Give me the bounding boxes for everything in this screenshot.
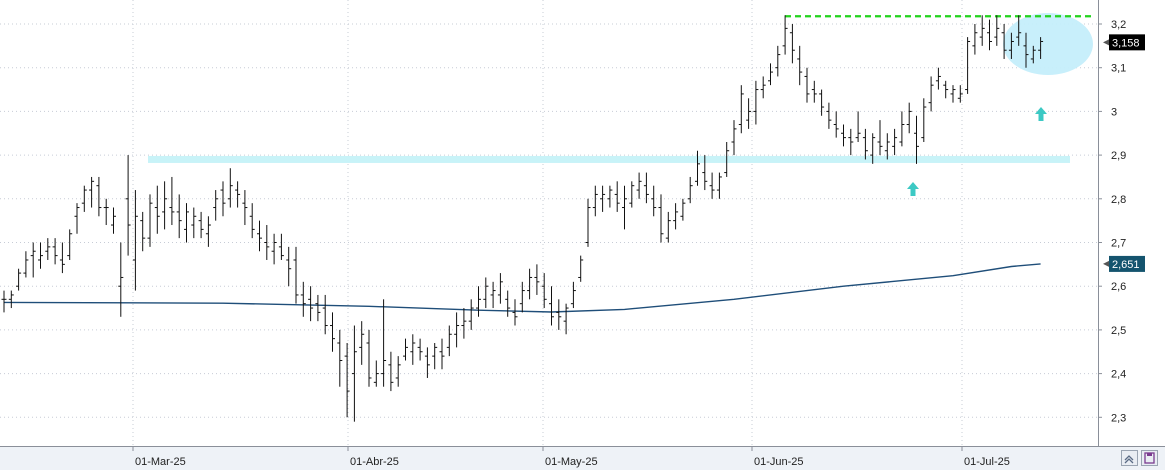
- highlight-ellipse: [1003, 13, 1093, 75]
- y-tick-label: 2,6: [1111, 281, 1126, 293]
- y-axis-panel: [1098, 0, 1165, 446]
- y-tick-label: 2,9: [1111, 150, 1126, 162]
- y-tick-label: 3,2: [1111, 19, 1126, 31]
- ma-price-tag-pointer: [1103, 260, 1109, 267]
- double-chevron-icon[interactable]: [1121, 450, 1138, 466]
- y-tick-label: 3,1: [1111, 63, 1126, 75]
- last-price-tag-pointer: [1103, 39, 1109, 46]
- up-arrow-icon: [907, 182, 919, 196]
- moving-average-line: [3, 263, 1041, 313]
- x-axis-panel: [0, 446, 1165, 470]
- up-arrow-icon: [1035, 107, 1047, 121]
- save-icon[interactable]: [1141, 450, 1158, 466]
- ma-price-tag: [1109, 255, 1145, 272]
- last-price-tag: [1109, 34, 1145, 51]
- support-band: [148, 155, 1070, 163]
- y-tick-label: 2,5: [1111, 325, 1126, 337]
- x-tick-label: 01-Abr-25: [350, 456, 399, 468]
- y-tick-label: 2,8: [1111, 194, 1126, 206]
- x-tick-label: 01-Jul-25: [964, 456, 1010, 468]
- x-tick-label: 01-Jun-25: [754, 456, 804, 468]
- ma-price-tag-label: 2,651: [1112, 259, 1140, 271]
- x-tick-label: 01-Mar-25: [135, 456, 186, 468]
- y-tick-label: 3: [1111, 106, 1117, 118]
- y-tick-label: 2,3: [1111, 412, 1126, 424]
- x-tick-label: 01-May-25: [545, 456, 598, 468]
- last-price-tag-label: 3,158: [1112, 37, 1140, 49]
- y-tick-label: 2,7: [1111, 238, 1126, 250]
- y-tick-label: 2,4: [1111, 369, 1126, 381]
